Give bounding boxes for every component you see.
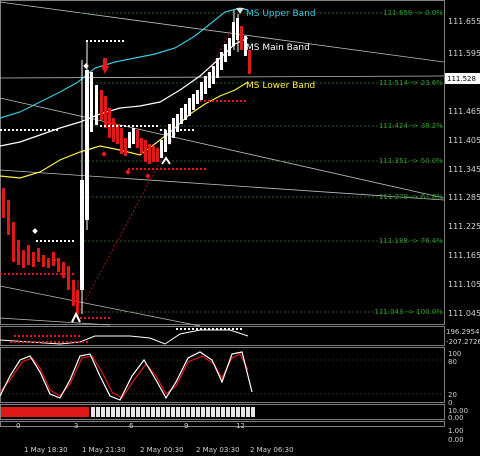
- price-tick: 111.405: [448, 136, 480, 145]
- strip-cell: [106, 407, 110, 417]
- strip-cell: [171, 407, 175, 417]
- stoch-100: 100: [448, 350, 461, 358]
- strip-cell: [161, 407, 165, 417]
- price-tick: 111.105: [448, 280, 480, 289]
- strip-cell: [226, 407, 230, 417]
- fib-labels: 111.659 -> 0.0% 111.514 -> 23.6% 111.424…: [375, 9, 444, 316]
- strip-cell: [251, 407, 255, 417]
- strip-cell: [221, 407, 225, 417]
- fib-label-764: 111.188 -> 76.4%: [379, 237, 443, 245]
- fib-anchor-line: [78, 14, 240, 314]
- time-label: 1 May 21:30: [82, 446, 126, 454]
- strip-cell: [111, 407, 115, 417]
- strip-cell: [166, 407, 170, 417]
- stoch-0: 0: [448, 399, 452, 407]
- strip-cell: [146, 407, 150, 417]
- time-label: 2 May 00:30: [140, 446, 184, 454]
- stoch-20: 20: [448, 391, 457, 399]
- fib-label-0: 111.659 -> 0.0%: [383, 9, 443, 17]
- time-label: 2 May 06:30: [250, 446, 294, 454]
- fib-label-236: 111.514 -> 23.6%: [379, 79, 443, 87]
- strip-cell: [246, 407, 250, 417]
- strip-cell: [96, 407, 100, 417]
- strip-cell: [236, 407, 240, 417]
- strip-cell: [141, 407, 145, 417]
- trend-lines[interactable]: [0, 2, 444, 326]
- strip-cell: [191, 407, 195, 417]
- price-tick: 111.165: [448, 251, 480, 260]
- strip-cell: [136, 407, 140, 417]
- strip-cell: [126, 407, 130, 417]
- strip-cell: [211, 407, 215, 417]
- bottom-max: 1.00: [448, 427, 464, 435]
- strip-cell: [131, 407, 135, 417]
- stoch-80: 80: [448, 358, 457, 366]
- lower-band-label: MS Lower Band: [246, 81, 315, 91]
- strip-cell: [156, 407, 160, 417]
- strip-cell: [181, 407, 185, 417]
- sell-arrow-icon: [101, 58, 109, 74]
- price-tick: 111.345: [448, 165, 480, 174]
- strip-cell: [91, 407, 95, 417]
- stochastic-panel[interactable]: 100 80 20 0: [0, 350, 461, 407]
- fib-label-382: 111.424 -> 38.2%: [379, 122, 443, 130]
- time-label: 1 May 18:30: [24, 446, 68, 454]
- indicator1-min: -207.2726: [446, 338, 480, 346]
- main-band-label: MS Main Band: [246, 43, 310, 53]
- current-price-label: 111.528: [447, 75, 476, 83]
- strip-cell: [241, 407, 245, 417]
- price-tick: 111.285: [448, 193, 480, 202]
- bar-index: 6: [129, 422, 134, 430]
- time-label: 2 May 03:30: [196, 446, 240, 454]
- indicator1-max: 196.2954: [446, 328, 480, 336]
- price-tick: 111.595: [448, 49, 480, 58]
- fib-label-50: 111.351 -> 50.0%: [379, 157, 443, 165]
- strip-cell: [206, 407, 210, 417]
- strip-cell: [231, 407, 235, 417]
- price-tick: 111.655: [448, 17, 480, 26]
- strip-cell: [101, 407, 105, 417]
- price-tick: 111.465: [448, 107, 480, 116]
- price-tick: 111.045: [448, 309, 480, 318]
- price-axis: 111.655 111.595 111.465 111.405 111.345 …: [445, 17, 480, 318]
- bar-index: 12: [236, 422, 245, 430]
- strip-cell: [196, 407, 200, 417]
- fib-label-100: 111.043 -> 100.0%: [375, 308, 444, 316]
- candles[interactable]: [2, 10, 251, 320]
- arrow-signals: [72, 8, 244, 322]
- strip-cell: [151, 407, 155, 417]
- bar-index: 9: [184, 422, 188, 430]
- buy-arrow-icon: [72, 314, 80, 322]
- bottom-panel: 1.00 0.00: [448, 427, 464, 444]
- strip-min: 0.00: [448, 414, 464, 422]
- strip-cell: [116, 407, 120, 417]
- bar-index: 3: [74, 422, 78, 430]
- fib-label-618: 111.279 -> 61.8%: [379, 193, 443, 201]
- strip-cell: [186, 407, 190, 417]
- strip-cell: [201, 407, 205, 417]
- strip-cell: [176, 407, 180, 417]
- price-tick: 111.225: [448, 222, 480, 231]
- upper-band-label: MS Upper Band: [246, 9, 316, 19]
- band-labels: MS Upper Band MS Main Band MS Lower Band: [246, 9, 316, 91]
- strip-cell: [121, 407, 125, 417]
- strip-cell: [216, 407, 220, 417]
- bottom-min: 0.00: [448, 436, 464, 444]
- bar-index: 0: [16, 422, 20, 430]
